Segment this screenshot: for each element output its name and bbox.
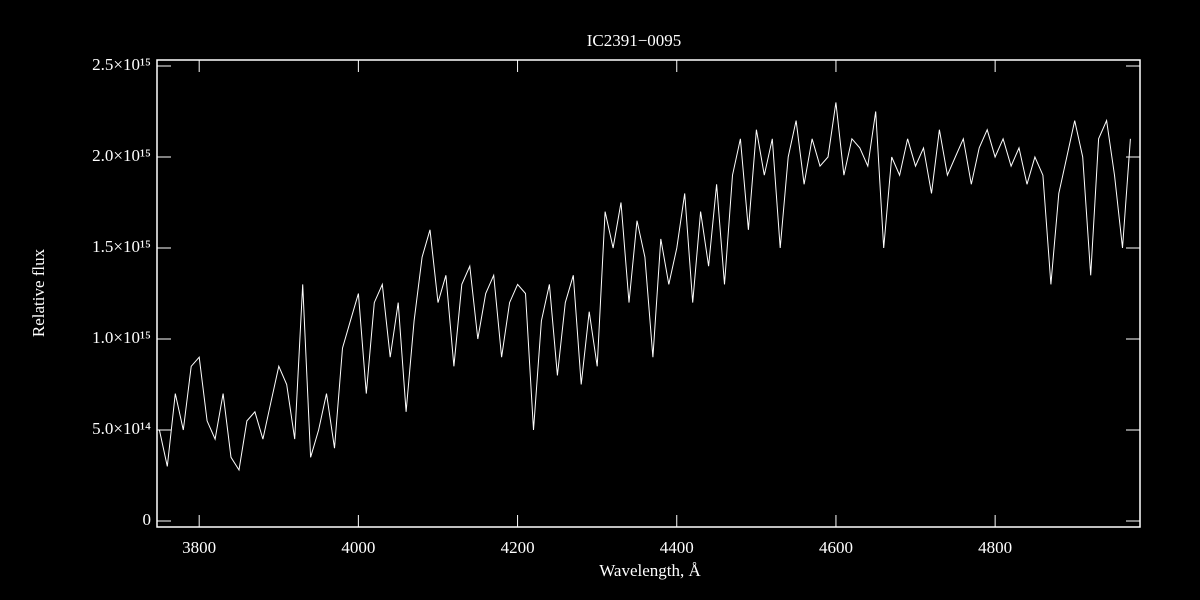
x-tick-label: 4200 [501,538,535,557]
x-tick-label: 4400 [660,538,694,557]
x-tick-label: 4800 [978,538,1012,557]
x-axis-title: Wavelength, Å [599,561,701,580]
x-tick-label: 4000 [341,538,375,557]
y-tick-label: 2.0×10¹⁵ [92,146,151,165]
y-tick-label: 0 [143,510,152,529]
spectrum-line [158,102,1131,472]
x-tick-label: 4600 [819,538,853,557]
y-axis-title: Relative flux [29,248,48,337]
y-tick-label: 2.5×10¹⁵ [92,55,151,74]
chart-title: IC2391−0095 [587,31,682,50]
y-tick-label: 1.5×10¹⁵ [92,237,151,256]
x-tick-label: 3800 [182,538,216,557]
y-tick-label: 5.0×10¹⁴ [92,419,151,438]
y-tick-label: 1.0×10¹⁵ [92,328,151,347]
plot-frame [156,59,1141,528]
